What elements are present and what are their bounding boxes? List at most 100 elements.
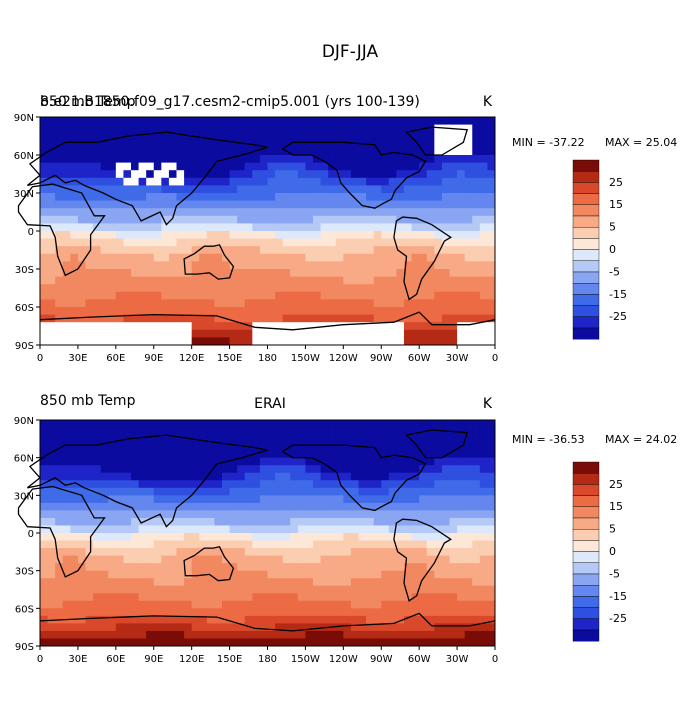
- map-cell: [464, 465, 473, 474]
- map-cell: [449, 578, 458, 587]
- map-cell: [358, 608, 367, 617]
- map-cell: [229, 307, 238, 315]
- map-cell: [381, 533, 390, 541]
- map-cell: [70, 269, 79, 277]
- map-cell: [40, 510, 48, 519]
- map-cell: [108, 608, 117, 617]
- map-cell: [123, 238, 132, 247]
- map-cell: [161, 246, 170, 255]
- map-cell: [441, 420, 450, 428]
- map-cell: [275, 502, 284, 511]
- map-cell: [457, 540, 466, 549]
- map-cell: [252, 585, 261, 594]
- map-cell: [222, 593, 230, 602]
- map-cell: [419, 253, 428, 262]
- map-cell: [55, 638, 64, 647]
- map-cell: [366, 533, 375, 541]
- map-cell: [457, 548, 466, 556]
- map-cell: [449, 223, 458, 232]
- map-cell: [472, 427, 481, 436]
- map-cell: [328, 185, 337, 194]
- map-cell: [472, 155, 481, 163]
- map-cell: [244, 132, 253, 141]
- map-cell: [62, 495, 71, 504]
- map-cell: [335, 170, 344, 179]
- map-cell: [40, 450, 48, 459]
- map-cell: [320, 185, 329, 194]
- map-cell: [222, 147, 230, 156]
- map-cell: [191, 284, 200, 293]
- map-cell: [214, 291, 223, 300]
- map-cell: [229, 502, 238, 511]
- map-cell: [411, 578, 420, 587]
- map-cell: [237, 623, 246, 632]
- map-cell: [343, 435, 352, 443]
- map-cell: [244, 162, 253, 171]
- map-cell: [108, 291, 117, 300]
- map-cell: [176, 147, 185, 156]
- map-cell: [184, 238, 193, 247]
- map-cell: [487, 307, 496, 315]
- map-cell: [396, 231, 405, 239]
- map-cell: [47, 177, 56, 186]
- map-cell: [441, 502, 450, 511]
- map-cell: [449, 600, 458, 609]
- map-cell: [115, 276, 124, 285]
- x-tick-label: 0: [37, 654, 43, 665]
- map-cell: [199, 600, 208, 609]
- map-cell: [449, 299, 458, 308]
- map-cell: [313, 231, 321, 239]
- map-cell: [275, 155, 284, 163]
- map-cell: [214, 307, 223, 315]
- map-cell: [350, 638, 359, 647]
- map-cell: [381, 548, 390, 556]
- map-cell: [426, 465, 435, 474]
- map-cell: [191, 450, 200, 459]
- map-cell: [252, 420, 261, 428]
- map-cell: [275, 533, 284, 541]
- map-cell: [131, 276, 139, 285]
- map-cell: [441, 170, 450, 179]
- map-cell: [138, 472, 147, 481]
- map-cell: [131, 608, 139, 617]
- map-cell: [131, 600, 139, 609]
- map-cell: [229, 570, 238, 579]
- map-cell: [252, 185, 261, 194]
- map-cell: [313, 435, 321, 443]
- map-cell: [229, 578, 238, 587]
- map-cell: [464, 570, 473, 579]
- x-tick-label: 90W: [370, 353, 393, 364]
- map-cell: [77, 450, 86, 459]
- map-cell: [320, 200, 329, 209]
- map-cell: [47, 261, 56, 270]
- map-cell: [381, 253, 390, 262]
- map-cell: [237, 510, 246, 519]
- y-tick-label: 60S: [15, 604, 34, 615]
- map-cell: [381, 215, 390, 224]
- map-cell: [335, 246, 344, 255]
- map-cell: [146, 307, 155, 315]
- map-cell: [191, 465, 200, 474]
- map-cell: [115, 284, 124, 293]
- map-cell: [131, 261, 139, 270]
- map-cell: [381, 208, 390, 217]
- map-cell: [396, 162, 405, 171]
- map-cell: [305, 487, 314, 496]
- map-cell: [411, 253, 420, 262]
- y-tick-label: 30N: [14, 189, 34, 200]
- map-cell: [419, 329, 428, 338]
- map-cell: [320, 600, 329, 609]
- map-cell: [457, 630, 466, 639]
- map-cell: [381, 193, 390, 201]
- map-cell: [108, 147, 117, 156]
- map-cell: [479, 223, 488, 232]
- map-cell: [464, 185, 473, 194]
- map-cell: [161, 155, 170, 163]
- map-cell: [487, 231, 496, 239]
- map-cell: [449, 563, 458, 572]
- map-cell: [146, 238, 155, 247]
- map-cell: [464, 510, 473, 519]
- map-cell: [259, 162, 268, 171]
- map-cell: [214, 276, 223, 285]
- map-cell: [168, 502, 177, 511]
